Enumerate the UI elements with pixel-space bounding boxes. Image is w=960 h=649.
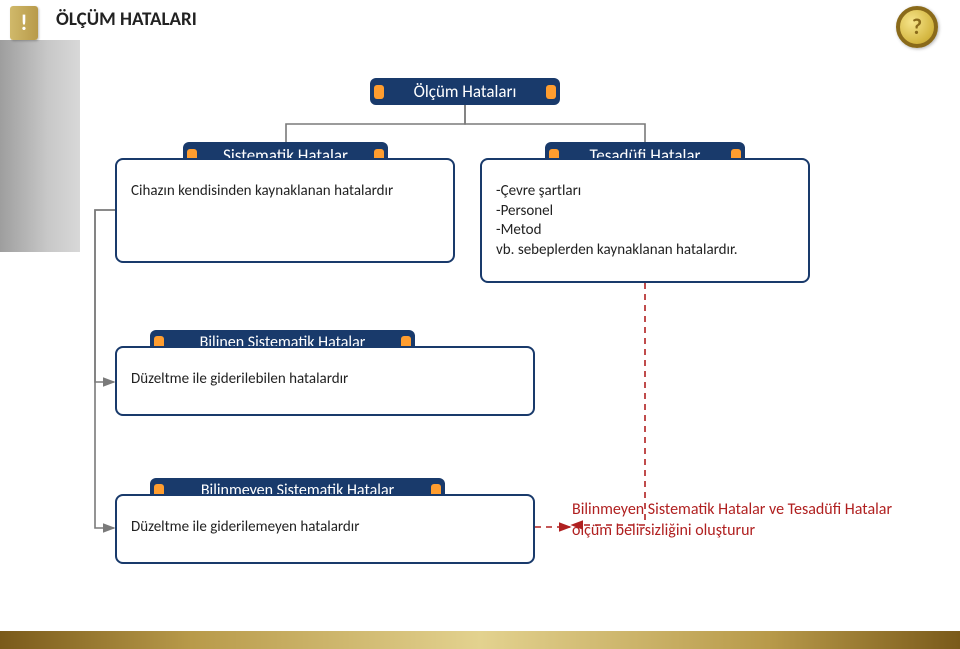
result-text: Bilinmeyen Sistematik Hatalar ve Tesadüf… xyxy=(572,500,902,542)
box-sys-text: Cihazın kendisinden kaynaklanan hatalard… xyxy=(131,182,393,200)
node-root: Ölçüm Hataları xyxy=(370,78,560,105)
node-root-label: Ölçüm Hataları xyxy=(414,81,517,102)
exclaim-icon: ! xyxy=(10,6,38,40)
box-sys: Cihazın kendisinden kaynaklanan hatalard… xyxy=(115,158,455,263)
box-rand: -Çevre şartları -Personel -Metod vb. seb… xyxy=(480,158,810,283)
bottom-gradient-bar xyxy=(0,631,960,649)
page-title: ÖLÇÜM HATALARI xyxy=(56,8,197,31)
box-unknown-text: Düzeltme ile giderilemeyen hatalardır xyxy=(131,518,359,536)
box-known-text: Düzeltme ile giderilebilen hatalardır xyxy=(131,370,348,388)
box-unknown: Düzeltme ile giderilemeyen hatalardır xyxy=(115,494,535,564)
left-accent-rail xyxy=(0,40,80,252)
box-rand-text: -Çevre şartları -Personel -Metod vb. seb… xyxy=(496,182,737,259)
help-icon: ? xyxy=(896,6,938,48)
box-known: Düzeltme ile giderilebilen hatalardır xyxy=(115,346,535,416)
